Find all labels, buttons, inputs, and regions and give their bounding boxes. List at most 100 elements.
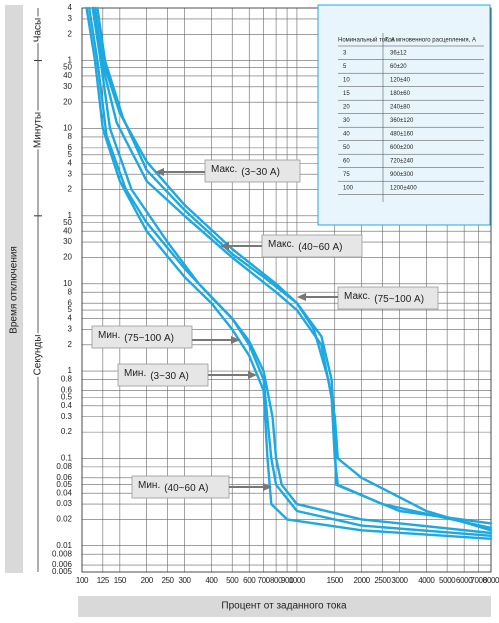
x-tick-label: 600 bbox=[243, 576, 256, 585]
y-tick-label: 2 bbox=[68, 340, 73, 349]
x-tick-label: 1500 bbox=[327, 576, 344, 585]
y-tick-label: 10 bbox=[63, 279, 72, 288]
table-cell: 120±40 bbox=[390, 78, 411, 84]
y-tick-label: 0.6 bbox=[61, 386, 73, 395]
annotation-range: (3~30 А) bbox=[241, 167, 280, 178]
y-tick-label: 30 bbox=[63, 82, 72, 91]
y-tick-label: 2 bbox=[68, 29, 73, 38]
x-tick-label: 1000 bbox=[289, 576, 306, 585]
x-axis-title: Процент от заданного тока bbox=[221, 601, 347, 612]
y-tick-label: 0.005 bbox=[52, 567, 73, 576]
x-tick-label: 700 bbox=[258, 576, 271, 585]
y-tick-label: 1 bbox=[68, 56, 73, 65]
y-tick-label: 1 bbox=[68, 366, 73, 375]
table-cell: 60 bbox=[343, 159, 350, 165]
annotation-label: Макс. bbox=[344, 291, 370, 302]
annotation-text: Макс. (75~100 А) bbox=[344, 291, 424, 305]
y-tick-label: 0.006 bbox=[52, 560, 73, 569]
y-tick-label: 0.08 bbox=[56, 462, 72, 471]
y-tick-label: 0.2 bbox=[61, 427, 73, 436]
table-cell: 60±20 bbox=[390, 64, 407, 70]
table-cell: 720±240 bbox=[390, 159, 414, 165]
x-tick-label: 300 bbox=[178, 576, 191, 585]
y-tick-label: 2 bbox=[68, 185, 73, 194]
table-cell: 100 bbox=[343, 186, 354, 192]
y-tick-label: 50 bbox=[63, 218, 72, 227]
annotation-label: Мин. bbox=[124, 368, 146, 379]
x-tick-label: 200 bbox=[141, 576, 154, 585]
table-header: Номинальный ток, А bbox=[338, 37, 395, 44]
y-axis-title: Время отключения bbox=[9, 246, 20, 334]
table-cell: 50 bbox=[343, 145, 350, 151]
y-tick-label: 0.06 bbox=[56, 473, 72, 482]
table-cell: 75 bbox=[343, 172, 350, 178]
y-tick-label: 5 bbox=[68, 150, 73, 159]
y-tick-label: 3 bbox=[68, 325, 73, 334]
table-cell: 3 bbox=[343, 51, 347, 57]
x-title-band bbox=[78, 596, 491, 617]
y-tick-label: 8 bbox=[68, 132, 73, 141]
x-tick-label: 5000 bbox=[439, 576, 456, 585]
annotation-arrowhead bbox=[231, 336, 240, 344]
annotation-arrowhead bbox=[263, 483, 272, 491]
y-section-label: Секунды bbox=[33, 335, 44, 376]
x-tick-label: 7000 bbox=[470, 576, 487, 585]
y-tick-label: 30 bbox=[63, 237, 72, 246]
x-tick-label: 4000 bbox=[418, 576, 435, 585]
annotation-text: Макс. (3~30 А) bbox=[211, 164, 280, 178]
annotation-arrowhead bbox=[248, 371, 257, 379]
annotation-label: Мин. bbox=[98, 330, 120, 341]
y-tick-label: 4 bbox=[68, 314, 73, 323]
x-tick-label: 400 bbox=[205, 576, 218, 585]
x-tick-label: 2000 bbox=[354, 576, 371, 585]
annotation-arrowhead bbox=[297, 293, 306, 301]
y-tick-label: 0.008 bbox=[52, 549, 73, 558]
table-header: Ток мгновенного расцепления, А bbox=[385, 38, 476, 44]
y-tick-label: 0.03 bbox=[56, 499, 72, 508]
y-section-label: Минуты bbox=[33, 112, 44, 148]
annotation-text: Мин. (3~30 А) bbox=[124, 368, 189, 382]
table-cell: 900±300 bbox=[390, 172, 414, 178]
plot-frame bbox=[81, 7, 492, 573]
y-section-label: Часы bbox=[33, 18, 44, 42]
annotation-range: (40~60 А) bbox=[298, 242, 342, 253]
table-cell: 20 bbox=[343, 105, 350, 111]
table-cell: 30 bbox=[343, 118, 350, 124]
x-tick-label: 125 bbox=[97, 576, 110, 585]
table-cell: 15 bbox=[343, 91, 350, 97]
y-tick-label: 20 bbox=[63, 97, 72, 106]
table-cell: 5 bbox=[343, 64, 347, 70]
table-cell: 180±60 bbox=[390, 91, 411, 97]
annotation-label: Макс. bbox=[211, 164, 237, 175]
y-tick-label: 3 bbox=[68, 14, 73, 23]
annotation-arrowhead bbox=[220, 242, 229, 250]
x-tick-label: 250 bbox=[161, 576, 174, 585]
table-cell: 240±80 bbox=[390, 105, 411, 111]
annotation-range: (75~100 А) bbox=[124, 333, 174, 344]
y-tick-label: 5 bbox=[68, 305, 73, 314]
x-tick-label: 900 bbox=[281, 576, 294, 585]
y-tick-label: 10 bbox=[63, 124, 72, 133]
y-tick-label: 20 bbox=[63, 253, 72, 262]
y-tick-label: 0.01 bbox=[56, 541, 72, 550]
y-tick-label: 0.5 bbox=[61, 392, 73, 401]
y-tick-label: 8 bbox=[68, 287, 73, 296]
annotation-label: Макс. bbox=[268, 239, 294, 250]
table-cell: 36±12 bbox=[390, 51, 407, 57]
y-tick-label: 50 bbox=[63, 63, 72, 72]
annotation-arrowhead bbox=[155, 168, 164, 176]
x-tick-label: 6000 bbox=[456, 576, 473, 585]
y-tick-label: 4 bbox=[68, 158, 73, 167]
x-tick-label: 500 bbox=[226, 576, 239, 585]
table-cell: 600±200 bbox=[390, 145, 414, 151]
annotation-text: Мин. (40~60 А) bbox=[138, 480, 208, 494]
annotation-box bbox=[91, 325, 193, 349]
x-tick-label: 150 bbox=[114, 576, 127, 585]
y-tick-label: 0.04 bbox=[56, 488, 72, 497]
y-tick-label: 0.3 bbox=[61, 412, 73, 421]
x-tick-label: 8000 bbox=[483, 576, 499, 585]
y-tick-label: 6 bbox=[68, 143, 73, 152]
y-tick-label: 4 bbox=[68, 3, 73, 12]
curve bbox=[85, 6, 493, 540]
